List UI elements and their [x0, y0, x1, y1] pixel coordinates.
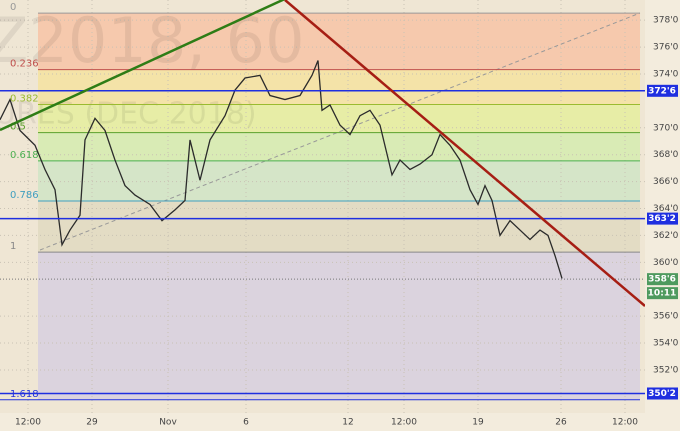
trend-down [284, 0, 646, 307]
y-tick-label: 352'0 [653, 365, 679, 375]
y-tick-label: 354'0 [653, 339, 679, 349]
x-tick-label: 12:00 [15, 418, 41, 428]
trend-dashed [39, 12, 641, 251]
y-tick-label: 360'0 [653, 258, 679, 268]
fib-band [38, 200, 640, 253]
fib-band [38, 69, 640, 105]
last-price-box [647, 273, 678, 286]
fib-band [38, 160, 640, 201]
last-price-label: 358'6 [648, 275, 676, 285]
fib-label: 0 [10, 2, 16, 13]
price-label: 350'2 [648, 389, 676, 399]
y-tick-label: 376'0 [653, 43, 679, 53]
fib-label: 0.382 [10, 93, 39, 104]
fib-label: 1.618 [10, 389, 39, 400]
x-tick-label: 19 [472, 418, 484, 428]
x-tick-label: 12:00 [391, 418, 417, 428]
y-tick-label: 374'0 [653, 69, 679, 79]
fib-label: 1 [10, 241, 16, 252]
x-tick-label: 29 [86, 418, 98, 428]
x-tick-label: 26 [555, 418, 567, 428]
price-label: 372'6 [648, 86, 676, 96]
x-tick-label: 6 [243, 418, 249, 428]
countdown-box [647, 287, 678, 300]
trend-up [0, 0, 286, 132]
y-tick-label: 362'0 [653, 231, 679, 241]
fib-band [38, 13, 640, 70]
y-tick-label: 366'0 [653, 177, 679, 187]
y-tick-label: 364'0 [653, 204, 679, 214]
countdown: 10:11 [648, 289, 677, 299]
watermark-description: URES (DEC 2018) [0, 97, 257, 132]
fib-label: 0.618 [10, 150, 39, 161]
watermark-symbol: Z2018, 60 [0, 4, 305, 77]
fib-band [38, 104, 640, 133]
y-tick-label: 368'0 [653, 150, 679, 160]
price-label-box [647, 84, 678, 97]
fib-label: 0.786 [10, 190, 39, 201]
fib-band [38, 252, 640, 400]
fib-label: 0.236 [10, 59, 39, 70]
x-tick-label: 12:00 [612, 418, 638, 428]
price-label: 363'2 [648, 214, 676, 224]
y-tick-label: 370'0 [653, 123, 679, 133]
price-line [0, 60, 563, 279]
fib-band [38, 132, 640, 161]
y-tick-label: 356'0 [653, 312, 679, 322]
x-tick-label: 12 [342, 418, 353, 428]
y-tick-label: 378'0 [653, 16, 679, 26]
time-axis [0, 413, 645, 431]
price-label-box [647, 212, 678, 225]
x-tick-label: Nov [159, 418, 177, 428]
price-label-box [647, 387, 678, 400]
fib-label: 0.5 [10, 122, 26, 133]
